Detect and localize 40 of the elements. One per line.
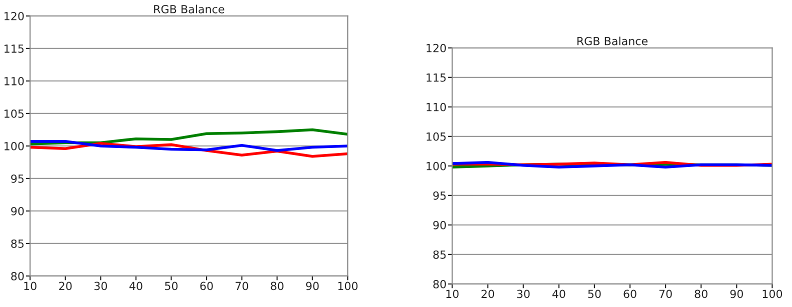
y-tick-label: 95 [11, 174, 24, 183]
y-tick-label: 85 [11, 239, 24, 248]
x-tick-label: 30 [517, 290, 530, 298]
x-tick-label: 30 [94, 282, 108, 290]
y-tick-label: 115 [426, 74, 446, 82]
x-tick-label: 80 [694, 290, 708, 298]
x-tick-label: 60 [624, 290, 636, 298]
x-tick-label: 90 [730, 290, 743, 298]
x-tick-label: 10 [446, 290, 459, 298]
x-tick-label: 60 [200, 282, 213, 290]
x-tick-label: 50 [588, 290, 601, 298]
x-tick-label: 80 [270, 282, 284, 290]
y-tick-label: 120 [426, 44, 446, 52]
x-tick-label: 70 [659, 290, 672, 298]
chart-title: RGB Balance [154, 4, 224, 14]
x-tick-label: 40 [129, 282, 142, 290]
y-tick-label: 95 [433, 191, 446, 200]
x-tick-label: 100 [338, 282, 358, 290]
y-tick-label: 100 [426, 162, 446, 170]
y-tick-label: 100 [4, 142, 24, 150]
chart-title: RGB Balance [577, 36, 648, 46]
x-tick-label: 10 [24, 282, 36, 290]
y-tick-label: 110 [426, 102, 446, 112]
x-tick-label: 20 [482, 290, 494, 298]
line-series [30, 140, 348, 152]
x-tick-label: 40 [552, 290, 566, 298]
y-tick-label: 105 [426, 132, 446, 141]
y-tick-label: 80 [11, 272, 24, 280]
x-tick-label: 90 [306, 282, 319, 290]
y-tick-label: 120 [4, 12, 24, 20]
y-tick-label: 85 [433, 250, 446, 259]
y-tick-label: 90 [11, 206, 24, 216]
x-tick-label: 100 [762, 290, 782, 298]
x-tick-label: 50 [165, 282, 178, 290]
y-tick-label: 90 [433, 220, 446, 230]
x-tick-label: 70 [236, 282, 248, 290]
y-tick-label: 105 [4, 109, 24, 118]
y-tick-label: 115 [4, 44, 24, 53]
y-tick-label: 110 [4, 76, 24, 86]
x-tick-label: 20 [59, 282, 72, 290]
